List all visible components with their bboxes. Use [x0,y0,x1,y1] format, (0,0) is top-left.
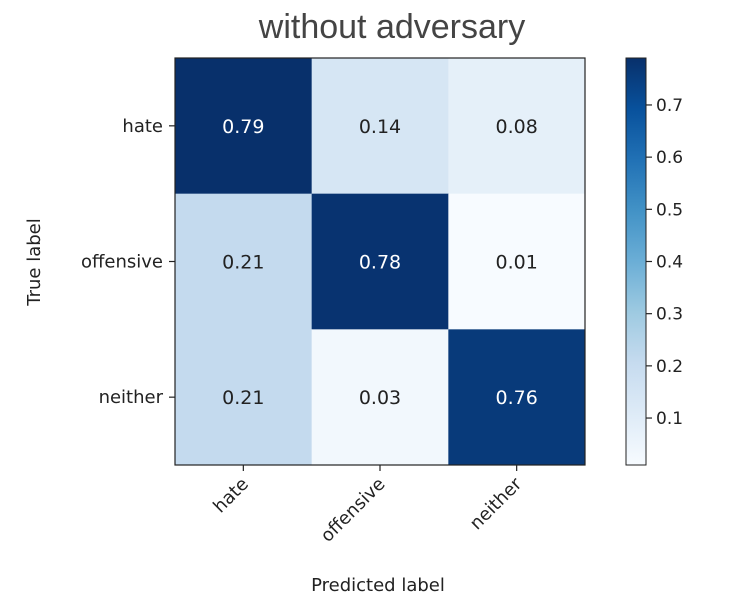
cell-value-label: 0.14 [359,116,401,138]
heatmap-cell [175,329,313,466]
colorbar-tick-label: 0.4 [656,253,683,273]
x-tick-label: neither [466,473,527,534]
cell-value-label: 0.21 [222,252,264,274]
colorbar-tick-label: 0.2 [656,357,683,377]
heatmap-cell [311,193,449,330]
y-axis-label: True label [24,218,45,307]
x-axis-ticks: hate offensive neither [209,465,527,547]
y-axis-ticks: hate offensive neither [81,116,175,408]
chart-title: without adversary [258,8,525,46]
colorbar-tick-label: 0.1 [656,409,683,429]
cell-value-label: 0.76 [496,387,538,409]
cell-value-label: 0.01 [496,252,538,274]
heatmap-cell [311,58,449,195]
colorbar-tick-label: 0.5 [656,200,683,220]
cell-value-label: 0.03 [359,387,401,409]
heatmap-cell [448,329,586,466]
colorbar-tick-label: 0.3 [656,305,683,325]
colorbar-tick-label: 0.7 [656,96,683,116]
cell-value-label: 0.78 [359,252,401,274]
colorbar-ticks: 0.1 0.2 0.3 0.4 0.5 0.6 0.7 [646,96,683,429]
heatmap-cell [448,58,586,195]
heatmap-cell [448,193,586,330]
colorbar-tick-label: 0.6 [656,148,683,168]
y-tick-label: neither [99,387,164,408]
y-tick-label: hate [122,116,163,137]
heatmap-cell-labels: 0.79 0.14 0.08 0.21 0.78 0.01 0.21 0.03 0.76 [222,116,538,409]
y-tick-label: offensive [81,252,163,273]
x-tick-label: offensive [317,474,390,547]
cell-value-label: 0.08 [496,116,538,138]
cell-value-label: 0.21 [222,387,264,409]
heatmap-cell [175,193,313,330]
cell-value-label: 0.79 [222,116,264,138]
heatmap-cells [175,58,586,466]
heatmap-cell [175,58,313,195]
heatmap-cell [311,329,449,466]
x-tick-label: hate [209,474,253,518]
x-axis-label: Predicted label [311,575,445,596]
colorbar [625,57,647,466]
